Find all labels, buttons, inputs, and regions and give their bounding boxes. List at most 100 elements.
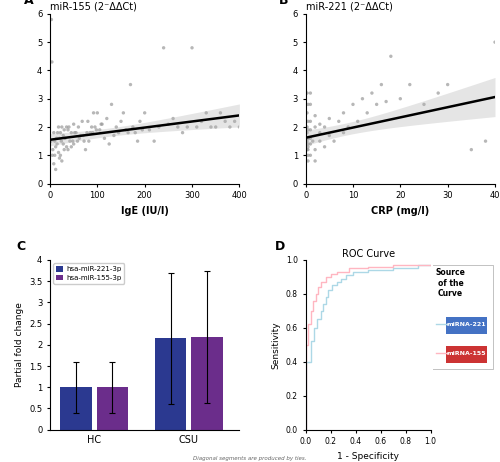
Point [52, 143, 60, 151]
Point [88, 129, 96, 136]
Point [50, 129, 58, 136]
Text: D: D [274, 240, 284, 253]
Point [54, 123, 62, 131]
Point [304, 126, 312, 134]
Point [85, 138, 93, 145]
Point [112, 123, 120, 131]
Point [303, 123, 311, 131]
Point [92, 126, 100, 134]
FancyBboxPatch shape [446, 346, 487, 363]
Point [188, 44, 196, 51]
Point [56, 154, 64, 162]
Text: C: C [16, 240, 25, 253]
Point [340, 109, 347, 116]
Point [54, 149, 62, 156]
Point [303, 89, 311, 97]
Point [120, 109, 128, 116]
Point [306, 118, 314, 125]
Point [117, 118, 125, 125]
Point [68, 129, 76, 136]
Point [207, 123, 215, 131]
Point [129, 123, 137, 131]
Point [66, 138, 74, 145]
Point [306, 140, 314, 148]
Point [155, 123, 163, 131]
Point [56, 152, 64, 159]
Point [62, 143, 70, 151]
Point [320, 123, 328, 131]
Point [110, 132, 118, 139]
Point [52, 166, 60, 173]
Point [56, 134, 64, 142]
Point [77, 132, 85, 139]
Point [60, 140, 68, 148]
Legend: hsa-miR-221-3p, hsa-miR-155-3p: hsa-miR-221-3p, hsa-miR-155-3p [54, 263, 124, 284]
X-axis label: IgE (IU/l): IgE (IU/l) [120, 206, 168, 216]
Point [444, 81, 452, 88]
Point [226, 123, 234, 131]
Point [68, 138, 76, 145]
Point [306, 126, 314, 134]
Point [122, 126, 130, 134]
Text: miRNA-155: miRNA-155 [447, 351, 486, 356]
Point [387, 53, 395, 60]
Point [50, 138, 58, 145]
Point [61, 134, 69, 142]
Point [468, 146, 475, 153]
Point [368, 89, 376, 97]
Point [50, 160, 58, 167]
Point [52, 134, 60, 142]
Point [311, 146, 319, 153]
Text: Diagonal segments are produced by ties.: Diagonal segments are produced by ties. [193, 456, 307, 461]
Point [491, 38, 499, 46]
Point [78, 118, 86, 125]
Point [354, 118, 362, 125]
Point [64, 146, 72, 153]
Bar [155, 339, 186, 430]
Point [88, 123, 96, 131]
Point [82, 146, 90, 153]
Point [221, 118, 229, 125]
Point [420, 101, 428, 108]
Point [74, 138, 82, 145]
Point [236, 123, 244, 131]
Point [146, 126, 154, 134]
Point [326, 132, 334, 139]
Point [303, 129, 311, 136]
Point [316, 129, 324, 136]
Point [482, 138, 490, 145]
Point [311, 123, 319, 131]
Point [58, 157, 66, 164]
Point [164, 121, 172, 128]
Point [140, 109, 148, 116]
Point [131, 129, 139, 136]
Point [303, 146, 311, 153]
Point [178, 129, 186, 136]
Point [54, 129, 62, 136]
Point [306, 134, 314, 142]
Point [382, 98, 390, 105]
Point [86, 129, 94, 136]
Point [136, 118, 144, 125]
Point [91, 123, 99, 131]
Point [320, 143, 328, 151]
Point [114, 129, 122, 136]
Point [174, 123, 182, 131]
Point [49, 146, 57, 153]
FancyBboxPatch shape [446, 317, 487, 334]
Point [304, 118, 312, 125]
Point [83, 129, 91, 136]
Point [303, 109, 311, 116]
Point [330, 138, 338, 145]
Point [303, 138, 311, 145]
Point [202, 109, 210, 116]
Point [60, 126, 68, 134]
Point [126, 81, 134, 88]
Title: ROC Curve: ROC Curve [342, 249, 394, 259]
Point [193, 123, 201, 131]
Point [103, 115, 111, 122]
X-axis label: 1 - Specificity: 1 - Specificity [337, 452, 399, 461]
Point [48, 152, 56, 159]
Point [212, 123, 220, 131]
Point [138, 126, 146, 134]
